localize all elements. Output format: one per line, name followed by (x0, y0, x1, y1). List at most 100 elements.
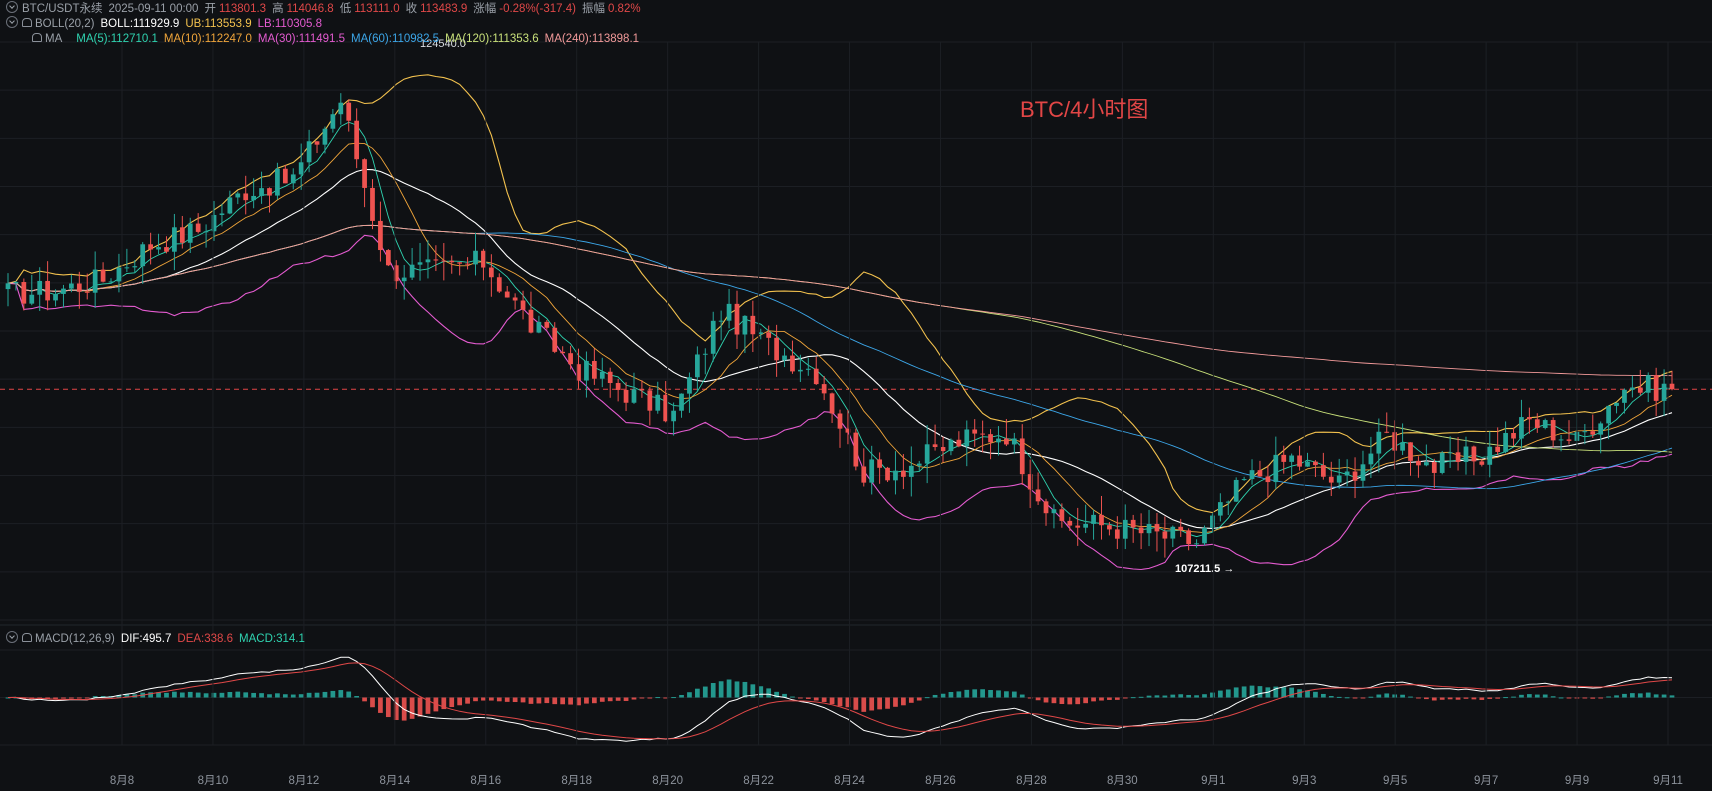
candle-body (893, 470, 898, 481)
candle-body (504, 291, 510, 298)
macd-bar (417, 697, 423, 717)
candle-body (172, 227, 177, 252)
candle-body (1558, 439, 1564, 441)
candle-body (259, 188, 264, 196)
candle-body (1431, 462, 1437, 473)
candle-body (940, 447, 946, 452)
bell-icon[interactable] (22, 633, 32, 642)
macd-bar (932, 694, 938, 698)
candle-body (1495, 446, 1501, 452)
bell-icon[interactable] (32, 33, 42, 42)
candle-body (1384, 431, 1390, 433)
candle-body (211, 214, 217, 232)
open-label: 开 (204, 3, 216, 15)
candle-body (631, 389, 637, 403)
ma5-value: MA(5):112710.1 (76, 33, 158, 45)
candle-body (1075, 525, 1081, 528)
ma120-value: MA(120):111353.6 (445, 33, 539, 45)
macd-label: MACD(12,26,9) (35, 633, 115, 645)
datetime-label: 2025-09-11 00:00 (108, 3, 199, 15)
macd-bar (1138, 696, 1144, 698)
candle-body (782, 355, 787, 361)
ohlc-header: BTC/USDT永续 2025-09-11 00:00 开 113801.3 高 1140… (0, 0, 647, 16)
collapse-icon[interactable] (6, 16, 18, 28)
macd-bar (504, 697, 510, 702)
macd-bar (187, 691, 193, 698)
macd-bar (1416, 697, 1421, 699)
candle-body (964, 429, 970, 447)
macd-bar (116, 695, 122, 698)
x-tick-label: 8月28 (1016, 775, 1047, 787)
candle-body (306, 141, 312, 163)
macd-bar (798, 697, 803, 699)
candle-body (433, 259, 439, 261)
macd-bar (385, 697, 391, 718)
macd-bar (211, 692, 217, 698)
macd-bar (251, 692, 257, 698)
boll-label: BOLL(20,2) (35, 18, 95, 30)
candle-body (465, 263, 470, 265)
high-price-marker: 124540.0 (420, 38, 466, 50)
macd-bar (980, 689, 985, 698)
macd-bar (1210, 692, 1215, 698)
macd-bar (425, 697, 431, 714)
x-axis: 8月8 8月10 8月12 8月14 8月16 8月18 8月20 8月22 8月24 8月26 8… (110, 42, 1683, 787)
macd-bar (869, 697, 875, 711)
candle-body (1043, 501, 1049, 514)
candle-body (227, 197, 233, 214)
candle-body (853, 432, 859, 467)
collapse-icon[interactable] (6, 631, 18, 643)
candle-body (251, 195, 257, 201)
macd-bar (774, 691, 779, 698)
x-tick-label: 9月5 (1383, 775, 1407, 787)
macd-bar (172, 691, 177, 698)
macd-bar (940, 693, 946, 698)
candle-body (124, 267, 130, 269)
candle-body (774, 337, 779, 361)
macd-bar (1178, 694, 1184, 698)
candle-body (1305, 461, 1310, 467)
candle-body (813, 368, 819, 385)
macd-bar (924, 697, 930, 699)
candle-body (164, 247, 169, 252)
candle-body (179, 227, 185, 243)
macd-bar (370, 697, 375, 708)
macd-bar (615, 697, 621, 701)
candle-body (1598, 423, 1604, 435)
candle-body (187, 223, 193, 243)
macd-bar (282, 694, 288, 698)
macd-bar (1170, 694, 1176, 698)
macd-bar (584, 697, 589, 704)
candle-body (845, 428, 851, 433)
macd-bar (259, 693, 264, 698)
macd-bar (1091, 697, 1096, 702)
macd-bar (84, 697, 90, 699)
macd-bar (1162, 695, 1168, 698)
macd-bar (1669, 695, 1675, 698)
macd-bar (1661, 694, 1667, 698)
candle-body (956, 439, 962, 447)
candle-body (29, 294, 35, 304)
candle-body (1352, 471, 1358, 481)
grid-lines (0, 41, 1712, 746)
macd-bar (829, 697, 835, 705)
candle-body (1051, 509, 1057, 514)
macd-bar (1645, 692, 1651, 698)
candle-body (441, 260, 447, 262)
collapse-icon[interactable] (6, 1, 18, 13)
candle-body (1503, 432, 1508, 452)
bell-icon[interactable] (22, 18, 32, 27)
macd-bar (124, 694, 130, 698)
candle-body (1447, 452, 1453, 454)
candle-body (1392, 432, 1398, 451)
macd-bar (599, 697, 605, 702)
macd-bar (219, 692, 225, 698)
candle-body (1083, 523, 1089, 528)
macd-bar (1582, 697, 1588, 699)
macd-bar (1590, 697, 1596, 699)
macd-bar (1408, 696, 1413, 698)
candle-body (1328, 476, 1334, 483)
close-label: 收 (405, 3, 418, 15)
macd-bar (885, 697, 890, 709)
